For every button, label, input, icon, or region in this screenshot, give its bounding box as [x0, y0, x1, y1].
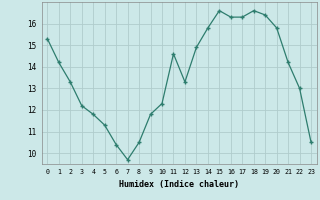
X-axis label: Humidex (Indice chaleur): Humidex (Indice chaleur): [119, 180, 239, 189]
